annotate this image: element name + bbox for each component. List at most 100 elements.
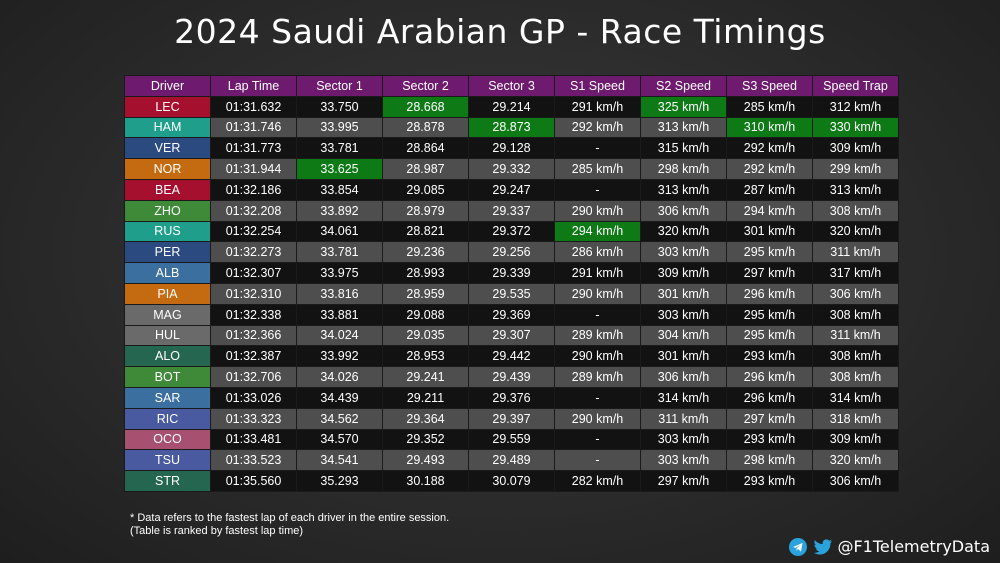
table-row: LEC 01:31.632 33.750 28.668 29.214 291 km/h 32… <box>124 95 899 118</box>
table-cell: - <box>554 178 641 201</box>
table-row: PER 01:32.273 33.781 29.236 29.256 286 km/h 30… <box>124 241 899 264</box>
driver-cell: MAG <box>124 303 211 326</box>
driver-cell: PIA <box>124 282 211 305</box>
table-cell: - <box>554 386 641 409</box>
table-header-row: Driver Lap Time Sector 1 Sector 2 Sector 3 S1… <box>124 75 899 97</box>
table-cell: 28.979 <box>382 199 469 222</box>
table-cell: 298 km/h <box>640 158 727 180</box>
table-cell: 28.987 <box>382 158 469 180</box>
table-cell: 01:32.338 <box>210 303 297 326</box>
table-cell: 29.535 <box>468 282 555 305</box>
twitter-icon[interactable] <box>813 538 833 556</box>
table-cell: 33.781 <box>296 137 383 160</box>
table-cell: 01:32.366 <box>210 324 297 347</box>
table-cell: 299 km/h <box>812 158 899 180</box>
table-cell: 29.128 <box>468 137 555 160</box>
table-row: HUL 01:32.366 34.024 29.035 29.307 289 km/h 30… <box>124 324 899 347</box>
page-title: 2024 Saudi Arabian GP - Race Timings <box>174 12 826 51</box>
table-cell: 291 km/h <box>554 262 641 284</box>
table-cell: 29.247 <box>468 178 555 201</box>
table-cell: 297 km/h <box>726 262 813 284</box>
table-cell: 295 km/h <box>726 241 813 264</box>
table-cell: 29.493 <box>382 449 469 472</box>
column-header: S2 Speed <box>640 75 727 97</box>
driver-cell: BOT <box>124 366 211 388</box>
table-cell: 33.625 <box>296 158 383 180</box>
handle-text[interactable]: @F1TelemetryData <box>837 537 990 556</box>
table-cell: 28.668 <box>382 95 469 118</box>
social-handle[interactable]: @F1TelemetryData <box>789 537 990 556</box>
table-cell: 01:35.560 <box>210 470 297 492</box>
table-row: ALO 01:32.387 33.992 28.953 29.442 290 km/h 30… <box>124 345 899 368</box>
table-cell: 29.372 <box>468 220 555 243</box>
footnote-line-2: (Table is ranked by fastest lap time) <box>130 525 304 537</box>
table-cell: 313 km/h <box>812 178 899 201</box>
column-header: Sector 2 <box>382 75 469 97</box>
table-row: RUS 01:32.254 34.061 28.821 29.372 294 km/h 32… <box>124 220 899 243</box>
driver-cell: HUL <box>124 324 211 347</box>
table-cell: 30.188 <box>382 470 469 492</box>
driver-cell: PER <box>124 241 211 264</box>
table-row: HAM 01:31.746 33.995 28.878 28.873 292 km/h 31… <box>124 116 899 139</box>
table-cell: 01:31.746 <box>210 116 297 139</box>
table-cell: 28.878 <box>382 116 469 139</box>
table-cell: 29.352 <box>382 428 469 451</box>
table-cell: 29.439 <box>468 366 555 388</box>
table-row: MAG 01:32.338 33.881 29.088 29.369-303 km/h 2… <box>124 303 899 326</box>
table-cell: 286 km/h <box>554 241 641 264</box>
table-cell: 289 km/h <box>554 324 641 347</box>
table-cell: 01:33.026 <box>210 386 297 409</box>
table-cell: 318 km/h <box>812 407 899 430</box>
table-cell: 29.376 <box>468 386 555 409</box>
table-cell: 306 km/h <box>812 282 899 305</box>
table-cell: 34.541 <box>296 449 383 472</box>
table-cell: 303 km/h <box>640 241 727 264</box>
table-cell: 01:31.773 <box>210 137 297 160</box>
table-cell: 287 km/h <box>726 178 813 201</box>
table-cell: 01:32.254 <box>210 220 297 243</box>
table-cell: 34.024 <box>296 324 383 347</box>
table-cell: 295 km/h <box>726 324 813 347</box>
table-cell: 301 km/h <box>640 345 727 368</box>
table-cell: 01:33.523 <box>210 449 297 472</box>
table-cell: 01:32.307 <box>210 262 297 284</box>
table-cell: 29.339 <box>468 262 555 284</box>
table-cell: 29.442 <box>468 345 555 368</box>
table-cell: 33.750 <box>296 95 383 118</box>
driver-cell: STR <box>124 470 211 492</box>
table-cell: 291 km/h <box>554 95 641 118</box>
table-cell: 01:32.310 <box>210 282 297 305</box>
table-cell: 296 km/h <box>726 282 813 305</box>
table-cell: 01:32.387 <box>210 345 297 368</box>
table-cell: 29.397 <box>468 407 555 430</box>
table-cell: 290 km/h <box>554 407 641 430</box>
driver-cell: LEC <box>124 95 211 118</box>
table-cell: 34.026 <box>296 366 383 388</box>
table-cell: 01:32.706 <box>210 366 297 388</box>
driver-cell: ALO <box>124 345 211 368</box>
table-cell: 315 km/h <box>640 137 727 160</box>
table-cell: 33.992 <box>296 345 383 368</box>
table-cell: 312 km/h <box>812 95 899 118</box>
table-cell: 29.035 <box>382 324 469 347</box>
column-header: Lap Time <box>210 75 297 97</box>
table-cell: 01:32.273 <box>210 241 297 264</box>
footnote: * Data refers to the fastest lap of each… <box>130 512 449 538</box>
table-cell: 29.364 <box>382 407 469 430</box>
table-row: VER 01:31.773 33.781 28.864 29.128-315 km/h 2… <box>124 137 899 160</box>
table-cell: 28.864 <box>382 137 469 160</box>
table-row: BEA 01:32.186 33.854 29.085 29.247-313 km/h 2… <box>124 178 899 201</box>
table-cell: 295 km/h <box>726 303 813 326</box>
table-cell: 33.854 <box>296 178 383 201</box>
table-cell: 01:33.481 <box>210 428 297 451</box>
telegram-icon[interactable] <box>789 537 808 556</box>
table-cell: 306 km/h <box>812 470 899 492</box>
table-cell: 294 km/h <box>554 220 641 243</box>
table-cell: 29.332 <box>468 158 555 180</box>
table-cell: 33.892 <box>296 199 383 222</box>
table-cell: 292 km/h <box>726 158 813 180</box>
table-cell: 308 km/h <box>812 199 899 222</box>
table-cell: 33.816 <box>296 282 383 305</box>
footnote-line-1: * Data refers to the fastest lap of each… <box>130 512 450 524</box>
table-cell: 28.959 <box>382 282 469 305</box>
